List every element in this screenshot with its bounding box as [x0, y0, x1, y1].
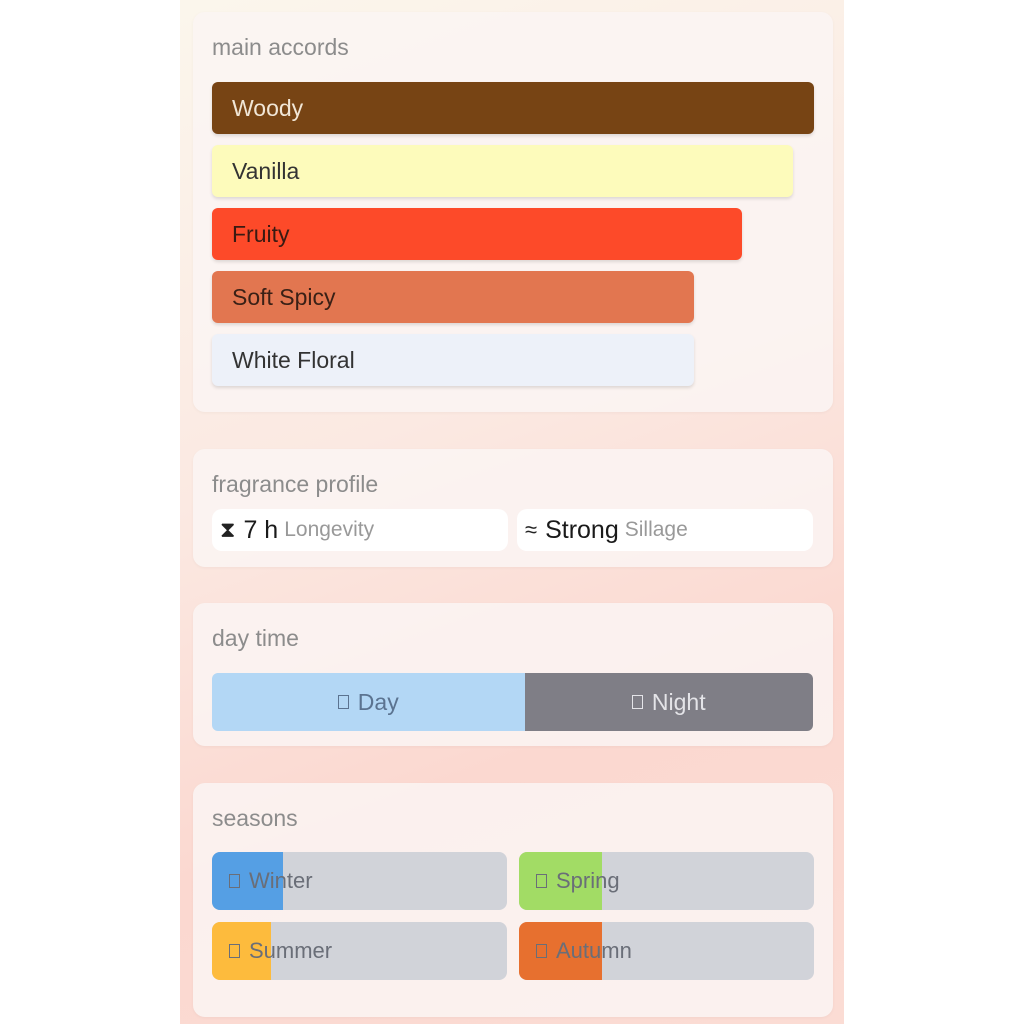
season-bar-winter: Winter — [212, 852, 507, 910]
day-time-card: day time Day Night — [193, 603, 833, 746]
longevity-value: 7 h — [243, 515, 279, 544]
season-label: Autumn — [556, 938, 632, 963]
season-fill — [519, 852, 602, 910]
accord-label: Woody — [232, 94, 304, 121]
season-label: Spring — [556, 868, 620, 893]
season-icon — [229, 944, 240, 958]
season-fill — [519, 922, 602, 980]
sillage-label: Sillage — [624, 518, 688, 541]
sun-icon — [337, 695, 349, 709]
season-bar-spring: Spring — [519, 852, 814, 910]
accord-bar-soft-spicy: Soft Spicy — [212, 271, 694, 323]
season-label: Summer — [249, 938, 333, 963]
accord-label: White Floral — [232, 346, 355, 373]
main-accords-title: main accords — [212, 34, 349, 60]
season-fill — [212, 852, 283, 910]
season-icon — [229, 874, 240, 888]
season-label: Winter — [249, 868, 313, 893]
longevity-pill: ⧗ 7 h Longevity — [212, 509, 508, 551]
accord-label: Soft Spicy — [232, 283, 336, 310]
accord-label: Fruity — [232, 220, 290, 247]
main-accords-card: main accords Woody Vanilla Fruity Soft Spic… — [193, 12, 833, 412]
night-label: Night — [651, 688, 706, 715]
season-icon — [536, 874, 547, 888]
day-label: Day — [357, 688, 399, 715]
season-bar-summer: Summer — [212, 922, 507, 980]
moon-icon — [631, 695, 643, 709]
season-fill — [212, 922, 271, 980]
accord-label: Vanilla — [232, 157, 300, 184]
waves-icon: ≈ — [525, 517, 538, 542]
seasons-title: seasons — [212, 805, 298, 831]
season-bar-autumn: Autumn — [519, 922, 814, 980]
longevity-label: Longevity — [284, 518, 375, 541]
sillage-pill: ≈ Strong Sillage — [517, 509, 813, 551]
seasons-card: seasons Winter Spring Summer Autumn — [193, 783, 833, 1017]
accord-bar-woody: Woody — [212, 82, 814, 134]
sillage-value: Strong — [545, 515, 619, 544]
night-segment: Night — [524, 673, 813, 731]
accord-bar-white-floral: White Floral — [212, 334, 694, 386]
season-icon — [536, 944, 547, 958]
fragrance-profile-title: fragrance profile — [212, 471, 379, 497]
day-night-bar: Day Night — [212, 673, 813, 731]
accord-bar-vanilla: Vanilla — [212, 145, 793, 197]
day-segment: Day — [212, 673, 525, 731]
day-time-title: day time — [212, 625, 299, 651]
hourglass-icon: ⧗ — [220, 517, 236, 542]
accord-bar-fruity: Fruity — [212, 208, 742, 260]
fragrance-panel: main accords Woody Vanilla Fruity Soft Spic… — [180, 0, 844, 1024]
fragrance-profile-card: fragrance profile ⧗ 7 h Longevity ≈ Stro… — [193, 449, 833, 567]
